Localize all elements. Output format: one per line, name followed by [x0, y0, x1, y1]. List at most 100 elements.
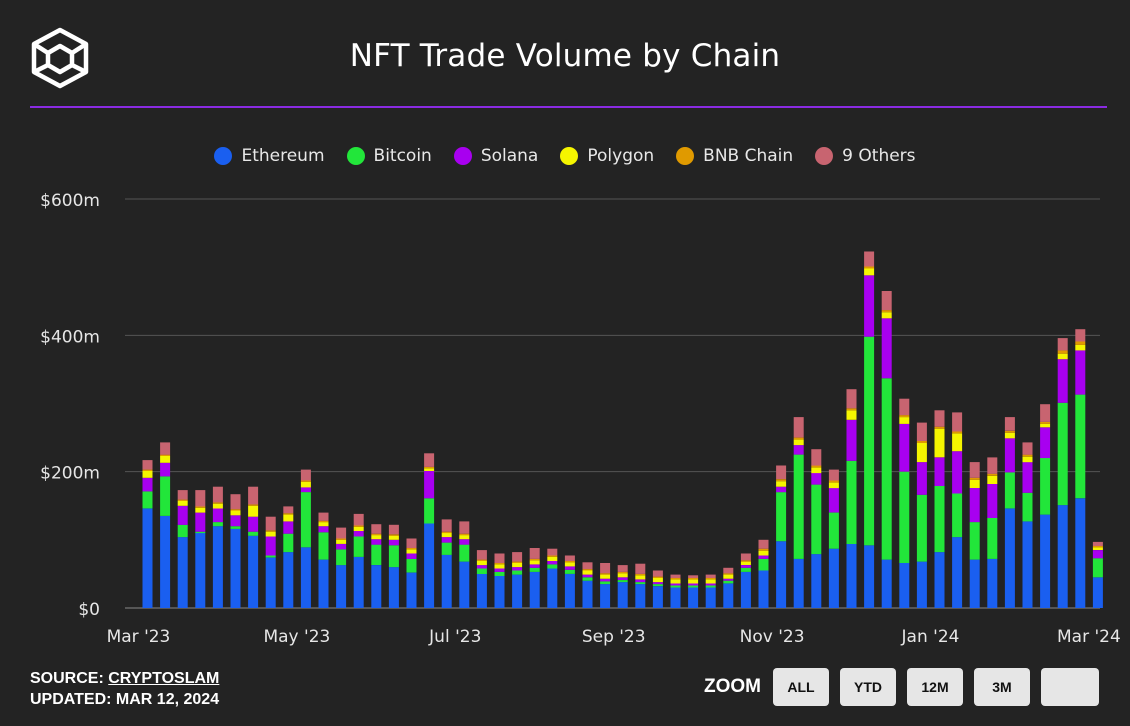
- bar-segment-9-others[interactable]: [1004, 417, 1015, 431]
- bar-segment-bitcoin[interactable]: [459, 544, 470, 562]
- bar-segment-bnb-chain[interactable]: [300, 480, 311, 482]
- bar-segment-bitcoin[interactable]: [318, 532, 329, 560]
- bar-segment-solana[interactable]: [424, 471, 435, 499]
- bar-segment-bnb-chain[interactable]: [265, 530, 276, 532]
- bar-segment-bnb-chain[interactable]: [212, 502, 223, 504]
- bar-segment-bitcoin[interactable]: [547, 564, 558, 569]
- bar-segment-bnb-chain[interactable]: [864, 266, 875, 269]
- bar-segment-bitcoin[interactable]: [248, 531, 259, 536]
- bar-segment-polygon[interactable]: [758, 550, 769, 556]
- bar-segment-bnb-chain[interactable]: [828, 480, 839, 483]
- bar-segment-bitcoin[interactable]: [1075, 394, 1086, 499]
- bar-segment-polygon[interactable]: [1057, 353, 1068, 360]
- bar-segment-solana[interactable]: [811, 473, 822, 485]
- bar-segment-9-others[interactable]: [705, 574, 716, 578]
- bar-segment-ethereum[interactable]: [776, 541, 787, 608]
- bar-segment-polygon[interactable]: [688, 579, 699, 584]
- bar-segment-solana[interactable]: [793, 445, 804, 455]
- bar-segment-solana[interactable]: [300, 487, 311, 493]
- bar-segment-bnb-chain[interactable]: [1004, 430, 1015, 433]
- bar-segment-polygon[interactable]: [160, 456, 171, 463]
- bar-segment-polygon[interactable]: [300, 481, 311, 488]
- bar-segment-bnb-chain[interactable]: [705, 578, 716, 580]
- bar-segment-polygon[interactable]: [776, 481, 787, 487]
- bar-segment-bitcoin[interactable]: [723, 580, 734, 584]
- bar-segment-bitcoin[interactable]: [758, 558, 769, 571]
- bar-segment-bnb-chain[interactable]: [388, 534, 399, 536]
- bar-segment-ethereum[interactable]: [388, 567, 399, 608]
- bar-segment-solana[interactable]: [248, 516, 259, 532]
- bar-segment-solana[interactable]: [459, 539, 470, 545]
- bar-segment-polygon[interactable]: [177, 501, 188, 506]
- bar-segment-9-others[interactable]: [476, 550, 487, 560]
- bar-segment-ethereum[interactable]: [617, 582, 628, 608]
- bar-segment-polygon[interactable]: [529, 560, 540, 565]
- bar-segment-9-others[interactable]: [230, 494, 241, 510]
- bar-segment-polygon[interactable]: [371, 535, 382, 540]
- bar-segment-9-others[interactable]: [1057, 338, 1068, 351]
- bar-segment-bitcoin[interactable]: [864, 336, 875, 546]
- bar-segment-bnb-chain[interactable]: [952, 431, 963, 434]
- bar-segment-polygon[interactable]: [1092, 547, 1103, 550]
- bar-segment-solana[interactable]: [1022, 462, 1033, 493]
- bar-segment-9-others[interactable]: [406, 538, 417, 549]
- bar-segment-bnb-chain[interactable]: [1057, 350, 1068, 354]
- bar-segment-bnb-chain[interactable]: [230, 509, 241, 511]
- bar-segment-polygon[interactable]: [1004, 432, 1015, 439]
- bar-segment-bnb-chain[interactable]: [283, 513, 294, 515]
- bar-segment-polygon[interactable]: [195, 507, 206, 513]
- legend-item-bitcoin[interactable]: Bitcoin: [346, 146, 432, 166]
- bar-segment-bitcoin[interactable]: [336, 549, 347, 566]
- bar-segment-bnb-chain[interactable]: [1022, 454, 1033, 457]
- bar-segment-9-others[interactable]: [564, 555, 575, 562]
- bar-segment-bnb-chain[interactable]: [740, 560, 751, 562]
- bar-segment-polygon[interactable]: [142, 471, 153, 478]
- bar-segment-bnb-chain[interactable]: [160, 454, 171, 456]
- bar-segment-ethereum[interactable]: [300, 547, 311, 608]
- bar-segment-solana[interactable]: [723, 578, 734, 581]
- bar-segment-ethereum[interactable]: [916, 561, 927, 608]
- bar-segment-bitcoin[interactable]: [283, 533, 294, 553]
- bar-segment-9-others[interactable]: [265, 516, 276, 531]
- bar-segment-ethereum[interactable]: [283, 552, 294, 608]
- bar-segment-ethereum[interactable]: [476, 573, 487, 608]
- bar-segment-solana[interactable]: [529, 564, 540, 568]
- bar-segment-bitcoin[interactable]: [881, 378, 892, 560]
- bar-segment-ethereum[interactable]: [846, 543, 857, 608]
- bar-segment-solana[interactable]: [758, 555, 769, 559]
- bar-segment-bnb-chain[interactable]: [318, 520, 329, 523]
- bar-segment-ethereum[interactable]: [688, 587, 699, 609]
- bar-segment-bitcoin[interactable]: [529, 567, 540, 572]
- bar-segment-9-others[interactable]: [635, 563, 646, 574]
- bar-segment-bnb-chain[interactable]: [776, 479, 787, 482]
- bar-segment-bnb-chain[interactable]: [476, 559, 487, 561]
- bar-segment-9-others[interactable]: [529, 548, 540, 559]
- bar-segment-bnb-chain[interactable]: [723, 573, 734, 575]
- bar-segment-bnb-chain[interactable]: [652, 576, 663, 578]
- bar-segment-bitcoin[interactable]: [230, 526, 241, 529]
- bar-segment-bnb-chain[interactable]: [846, 408, 857, 411]
- bar-segment-ethereum[interactable]: [723, 583, 734, 609]
- bar-segment-9-others[interactable]: [916, 422, 927, 441]
- bar-segment-bitcoin[interactable]: [705, 585, 716, 588]
- bar-segment-ethereum[interactable]: [212, 526, 223, 608]
- bar-segment-bnb-chain[interactable]: [494, 563, 505, 565]
- bar-segment-polygon[interactable]: [441, 533, 452, 538]
- bar-segment-bitcoin[interactable]: [969, 522, 980, 560]
- bar-segment-9-others[interactable]: [283, 506, 294, 514]
- bar-segment-solana[interactable]: [828, 488, 839, 513]
- bar-segment-ethereum[interactable]: [670, 587, 681, 609]
- bar-segment-solana[interactable]: [1057, 359, 1068, 403]
- bar-segment-solana[interactable]: [987, 483, 998, 518]
- bar-segment-9-others[interactable]: [441, 519, 452, 532]
- bar-segment-ethereum[interactable]: [1004, 508, 1015, 609]
- bar-segment-polygon[interactable]: [969, 479, 980, 488]
- bar-segment-polygon[interactable]: [987, 475, 998, 484]
- bar-segment-bnb-chain[interactable]: [248, 504, 259, 506]
- bar-segment-ethereum[interactable]: [529, 571, 540, 608]
- bar-segment-9-others[interactable]: [688, 575, 699, 578]
- bar-segment-solana[interactable]: [441, 537, 452, 543]
- bar-segment-solana[interactable]: [670, 583, 681, 586]
- bar-segment-solana[interactable]: [212, 508, 223, 523]
- zoom-ytd-button[interactable]: YTD: [840, 668, 896, 706]
